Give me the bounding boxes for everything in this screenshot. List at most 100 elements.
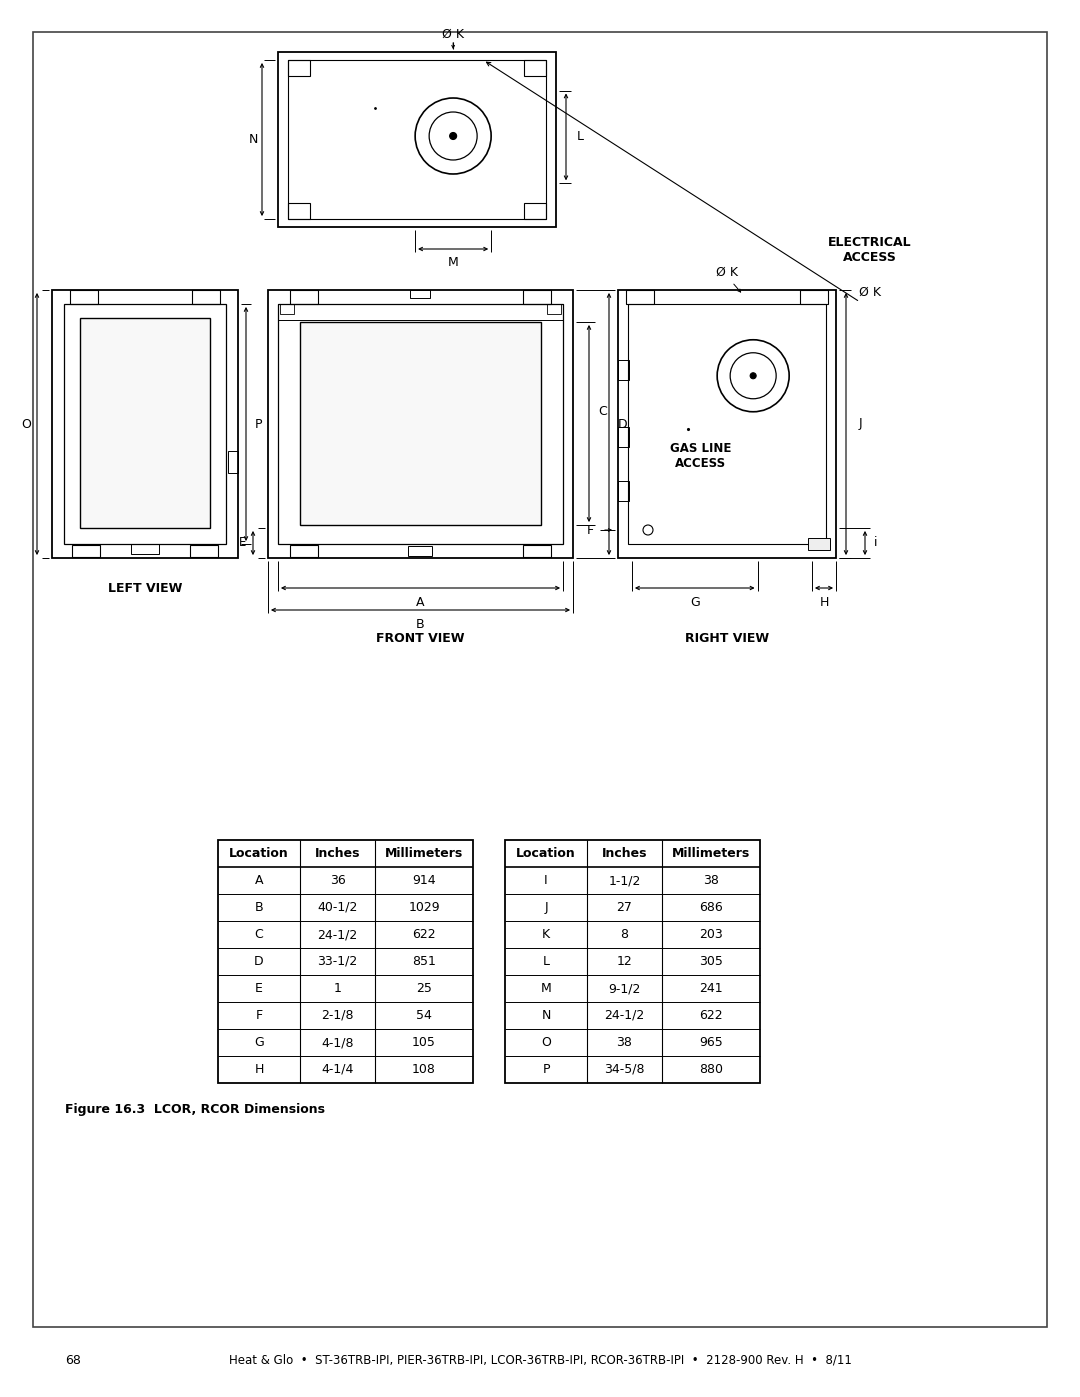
Bar	[72, 545, 100, 557]
Text: D: D	[254, 956, 264, 968]
Text: A: A	[416, 597, 424, 609]
Bar	[70, 291, 98, 305]
Text: 40-1/2: 40-1/2	[318, 901, 357, 914]
Bar	[546, 305, 561, 314]
Bar	[300, 321, 541, 525]
Bar	[190, 545, 218, 557]
Bar	[627, 305, 826, 543]
Bar	[808, 538, 831, 550]
Text: 622: 622	[413, 928, 436, 942]
Text: 686: 686	[699, 901, 723, 914]
Bar	[278, 305, 563, 320]
Text: 914: 914	[413, 875, 436, 887]
Text: 1-1/2: 1-1/2	[608, 875, 640, 887]
Text: H: H	[820, 597, 828, 609]
Text: 880: 880	[699, 1063, 723, 1076]
Bar	[278, 305, 563, 543]
Text: Ø K: Ø K	[859, 285, 881, 299]
Bar	[131, 543, 159, 555]
Text: G: G	[690, 597, 700, 609]
Text: M: M	[541, 982, 552, 995]
Text: LEFT VIEW: LEFT VIEW	[108, 581, 183, 595]
Bar	[291, 545, 318, 557]
Text: 622: 622	[699, 1009, 723, 1023]
Text: P: P	[254, 418, 261, 430]
Bar	[408, 546, 432, 556]
Text: 105: 105	[413, 1037, 436, 1049]
Text: F: F	[256, 1009, 262, 1023]
Circle shape	[449, 133, 457, 140]
Text: 33-1/2: 33-1/2	[318, 956, 357, 968]
Text: Ø K: Ø K	[442, 28, 464, 41]
Bar	[228, 451, 238, 472]
Text: H: H	[254, 1063, 264, 1076]
Bar	[523, 291, 551, 305]
Text: Millimeters: Millimeters	[672, 847, 751, 861]
Text: 12: 12	[617, 956, 633, 968]
Text: 1: 1	[334, 982, 341, 995]
Text: Ø K: Ø K	[716, 265, 738, 278]
Circle shape	[751, 373, 756, 379]
Text: M: M	[448, 257, 459, 270]
Text: L: L	[577, 130, 583, 144]
Text: Inches: Inches	[314, 847, 361, 861]
Bar	[618, 427, 629, 447]
Bar	[280, 305, 294, 314]
Bar	[800, 291, 828, 305]
Text: E: E	[240, 536, 246, 549]
Text: RIGHT VIEW: RIGHT VIEW	[685, 631, 769, 644]
Text: 4-1/4: 4-1/4	[322, 1063, 353, 1076]
Text: D: D	[618, 418, 627, 430]
Bar	[523, 545, 551, 557]
Bar	[268, 291, 573, 557]
Text: N: N	[541, 1009, 551, 1023]
Text: 38: 38	[617, 1037, 633, 1049]
Text: 1029: 1029	[408, 901, 440, 914]
Bar	[524, 60, 546, 75]
Text: O: O	[22, 418, 31, 430]
Text: O: O	[541, 1037, 551, 1049]
Text: 851: 851	[413, 956, 436, 968]
Text: E: E	[255, 982, 262, 995]
Text: 4-1/8: 4-1/8	[321, 1037, 354, 1049]
Text: G: G	[254, 1037, 264, 1049]
Text: 8: 8	[621, 928, 629, 942]
Bar	[618, 360, 629, 380]
Text: ELECTRICAL
ACCESS: ELECTRICAL ACCESS	[828, 236, 912, 264]
Bar	[410, 291, 430, 298]
Text: F: F	[586, 524, 594, 536]
Text: Figure 16.3  LCOR, RCOR Dimensions: Figure 16.3 LCOR, RCOR Dimensions	[65, 1104, 325, 1116]
Text: L: L	[542, 956, 550, 968]
Bar	[524, 203, 546, 219]
Text: C: C	[598, 405, 607, 418]
Text: 34-5/8: 34-5/8	[604, 1063, 645, 1076]
Text: Heat & Glo  •  ST-36TRB-IPI, PIER-36TRB-IPI, LCOR-36TRB-IPI, RCOR-36TRB-IPI  •  : Heat & Glo • ST-36TRB-IPI, PIER-36TRB-IP…	[229, 1354, 851, 1366]
Bar	[218, 840, 473, 1083]
Bar	[80, 319, 210, 528]
Bar	[192, 291, 220, 305]
Text: 24-1/2: 24-1/2	[605, 1009, 645, 1023]
Text: 9-1/2: 9-1/2	[608, 982, 640, 995]
Text: I: I	[544, 875, 548, 887]
Bar	[618, 481, 629, 502]
Bar	[291, 291, 318, 305]
Text: C: C	[255, 928, 264, 942]
Text: 27: 27	[617, 901, 633, 914]
Text: Millimeters: Millimeters	[384, 847, 463, 861]
Bar	[626, 291, 654, 305]
Text: B: B	[416, 619, 424, 631]
Text: 108: 108	[413, 1063, 436, 1076]
Text: A: A	[255, 875, 264, 887]
Text: K: K	[542, 928, 550, 942]
Text: J: J	[544, 901, 548, 914]
Bar	[52, 291, 238, 557]
Text: Location: Location	[516, 847, 576, 861]
Bar	[618, 291, 836, 557]
Text: 36: 36	[329, 875, 346, 887]
Text: 54: 54	[416, 1009, 432, 1023]
Text: P: P	[542, 1063, 550, 1076]
Bar	[288, 60, 310, 75]
Text: i: i	[874, 536, 878, 549]
Text: 68: 68	[65, 1354, 81, 1366]
Bar	[64, 305, 226, 543]
